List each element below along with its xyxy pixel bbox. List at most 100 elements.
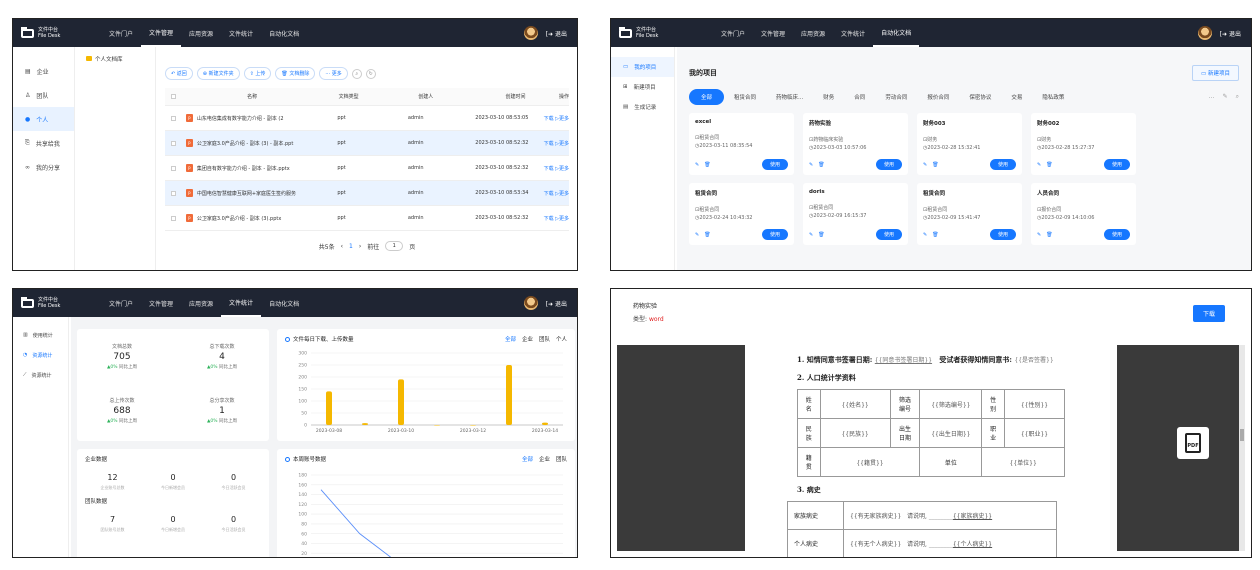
nav-file-management[interactable]: 文件管理 <box>761 30 786 38</box>
row-checkbox[interactable] <box>171 140 176 146</box>
search-icon[interactable]: ⌕ <box>1235 93 1239 100</box>
sidebar-item-shared-to-me[interactable]: ⎘ 共享给我 <box>13 131 74 155</box>
refresh-icon[interactable]: ↻ <box>365 68 376 79</box>
tab-finance[interactable]: 财务 <box>823 95 835 101</box>
delete-icon[interactable]: 🗑 <box>1046 231 1053 238</box>
file-name[interactable]: 山东电信集成有数字能力介绍 - 副本 (2 <box>196 115 284 122</box>
use-button[interactable]: 使用 <box>1103 229 1130 240</box>
project-card[interactable]: doris ⊡租赁合同 ◷2023-02-09 16:15:37 ✎ 🗑 使用 <box>803 183 908 245</box>
sidebar-item-resource-stats-2[interactable]: ⟋ 资源统计 <box>13 365 68 385</box>
nav-auto-docs[interactable]: 自动化文档 <box>269 300 300 308</box>
new-folder-button[interactable]: ⊕ 新建文件夹 <box>196 67 240 80</box>
use-button[interactable]: 使用 <box>1103 159 1130 170</box>
nav-file-management[interactable]: 文件管理 <box>149 300 174 308</box>
use-button[interactable]: 使用 <box>875 229 902 240</box>
project-card[interactable]: 财务003 ⊡财务 ◷2023-02-28 15:32:41 ✎ 🗑 使用 <box>917 113 1022 175</box>
edit-icon[interactable]: ✎ <box>1037 161 1042 168</box>
filter-enterprise[interactable]: 企业 <box>538 457 550 463</box>
delete-icon[interactable]: 🗑 <box>932 161 939 168</box>
export-pdf-button[interactable]: PDF <box>1177 427 1209 459</box>
tab-nda[interactable]: 保密协议 <box>969 95 992 101</box>
logout-button[interactable]: [➜ 退出 <box>545 300 567 308</box>
use-button[interactable]: 使用 <box>989 229 1016 240</box>
back-button[interactable]: ↶ 返回 <box>165 67 193 80</box>
filter-team[interactable]: 团队 <box>555 457 567 463</box>
logo[interactable]: 文件中台 File Desk <box>21 26 101 39</box>
nav-file-stats[interactable]: 文件统计 <box>221 289 262 317</box>
sidebar-item-resource-stats[interactable]: ◔ 资源统计 <box>13 345 68 365</box>
use-button[interactable]: 使用 <box>875 159 902 170</box>
project-card[interactable]: 租赁合同 ⊡租赁合同 ◷2023-02-24 10:43:32 ✎ 🗑 使用 <box>689 183 794 245</box>
project-card[interactable]: 财务002 ⊡财务 ◷2023-02-28 15:27:37 ✎ 🗑 使用 <box>1031 113 1136 175</box>
sidebar-item-personal[interactable]: ● 个人 <box>13 107 74 131</box>
row-checkbox[interactable] <box>171 190 176 196</box>
edit-icon[interactable]: ✎ <box>809 161 814 168</box>
delete-icon[interactable]: 🗑 <box>1046 161 1053 168</box>
scrollbar-thumb[interactable] <box>1240 429 1244 441</box>
nav-file-stats[interactable]: 文件统计 <box>229 30 254 38</box>
edit-icon[interactable]: ✎ <box>923 161 928 168</box>
row-checkbox[interactable] <box>171 115 176 121</box>
tab-trade[interactable]: 交易 <box>1011 95 1023 101</box>
filter-personal[interactable]: 个人 <box>555 337 567 343</box>
avatar[interactable] <box>1197 26 1212 40</box>
sidebar-item-history[interactable]: ▤ 生成记录 <box>611 97 674 117</box>
use-button[interactable]: 使用 <box>761 159 788 170</box>
tab-privacy[interactable]: 隐私政策 <box>1042 95 1065 101</box>
sidebar-item-my-shares[interactable]: ∞ 我的分享 <box>13 155 74 179</box>
logo[interactable]: 文件中台 File Desk <box>619 26 699 39</box>
delete-icon[interactable]: 🗑 <box>818 161 825 168</box>
page-number[interactable]: 1 <box>348 242 353 250</box>
sidebar-item-new-project[interactable]: ⊞ 新建项目 <box>611 77 674 97</box>
project-card[interactable]: 租赁合同 ⊡租赁合同 ◷2023-02-09 15:41:47 ✎ 🗑 使用 <box>917 183 1022 245</box>
delete-icon[interactable]: 🗑 <box>704 161 711 168</box>
tab-all[interactable]: 全部 <box>689 89 725 105</box>
nav-auto-docs[interactable]: 自动化文档 <box>269 30 300 38</box>
edit-icon[interactable]: ✎ <box>695 161 700 168</box>
filter-all[interactable]: 全部 <box>504 337 516 343</box>
upload-button[interactable]: ⇪ 上传 <box>243 67 272 80</box>
table-row[interactable]: P 公卫家庭3.0产品介绍 - 副本 (3) - 副本.ppt ppt admin… <box>165 131 569 156</box>
delete-button[interactable]: 🗑 文档删除 <box>275 67 316 80</box>
tab-quote[interactable]: 报价合同 <box>927 95 950 101</box>
nav-app-resources[interactable]: 应用资源 <box>801 30 826 38</box>
table-row[interactable]: P 公卫家庭3.0产品介绍 - 副本 (3).pptx ppt admin 202… <box>165 206 569 231</box>
more-button[interactable]: ··· 更多 <box>319 67 348 80</box>
filter-enterprise[interactable]: 企业 <box>521 337 533 343</box>
file-name[interactable]: 公卫家庭3.0产品介绍 - 副本 (3).pptx <box>196 215 282 222</box>
filter-team[interactable]: 团队 <box>538 337 550 343</box>
sidebar-item-usage-stats[interactable]: ▥ 使用统计 <box>13 325 68 345</box>
nav-file-management[interactable]: 文件管理 <box>141 19 182 47</box>
prev-page-icon[interactable]: ‹ <box>340 242 343 250</box>
edit-icon[interactable]: ✎ <box>1222 93 1228 100</box>
row-actions[interactable]: 下载 ▷更多 <box>543 215 569 222</box>
select-all-checkbox[interactable] <box>171 94 176 99</box>
edit-icon[interactable]: ✎ <box>923 231 928 238</box>
nav-portal[interactable]: 文件门户 <box>109 300 134 308</box>
file-name[interactable]: 中国电信智慧健康互联网+家庭医生签约服务 <box>196 190 297 197</box>
project-card[interactable]: excel ⊡租赁合同 ◷2023-03-11 08:35:54 ✎ 🗑 使用 <box>689 113 794 175</box>
tab-labor[interactable]: 劳动合同 <box>885 95 908 101</box>
edit-icon[interactable]: ✎ <box>695 231 700 238</box>
nav-app-resources[interactable]: 应用资源 <box>189 30 214 38</box>
delete-icon[interactable]: 🗑 <box>932 231 939 238</box>
filter-all[interactable]: 全部 <box>521 457 533 463</box>
sidebar-item-team[interactable]: ♙ 团队 <box>13 83 74 107</box>
table-row[interactable]: P 中国电信智慧健康互联网+家庭医生签约服务 ppt admin 2023-03-… <box>165 181 569 206</box>
edit-icon[interactable]: ✎ <box>1037 231 1042 238</box>
nav-file-stats[interactable]: 文件统计 <box>841 30 866 38</box>
next-page-icon[interactable]: › <box>358 242 362 250</box>
logout-button[interactable]: [➜ 退出 <box>1219 30 1241 38</box>
tree-item-personal-library[interactable]: 个人文档库 <box>86 55 145 63</box>
row-actions[interactable]: 下载 ▷更多 <box>543 115 569 122</box>
nav-portal[interactable]: 文件门户 <box>109 30 134 38</box>
table-row[interactable]: P 山东电信集成有数字能力介绍 - 副本 (2 ppt admin 2023-03… <box>165 106 569 131</box>
row-checkbox[interactable] <box>171 165 176 171</box>
tab-lease[interactable]: 租赁合同 <box>734 95 757 101</box>
avatar[interactable] <box>523 26 538 40</box>
tab-clinical[interactable]: 药物临床... <box>776 95 804 101</box>
search-icon[interactable]: ⌕ <box>351 68 362 79</box>
more-icon[interactable]: … <box>1208 93 1215 100</box>
sidebar-item-enterprise[interactable]: ▤ 企业 <box>13 59 74 83</box>
row-checkbox[interactable] <box>171 215 176 221</box>
